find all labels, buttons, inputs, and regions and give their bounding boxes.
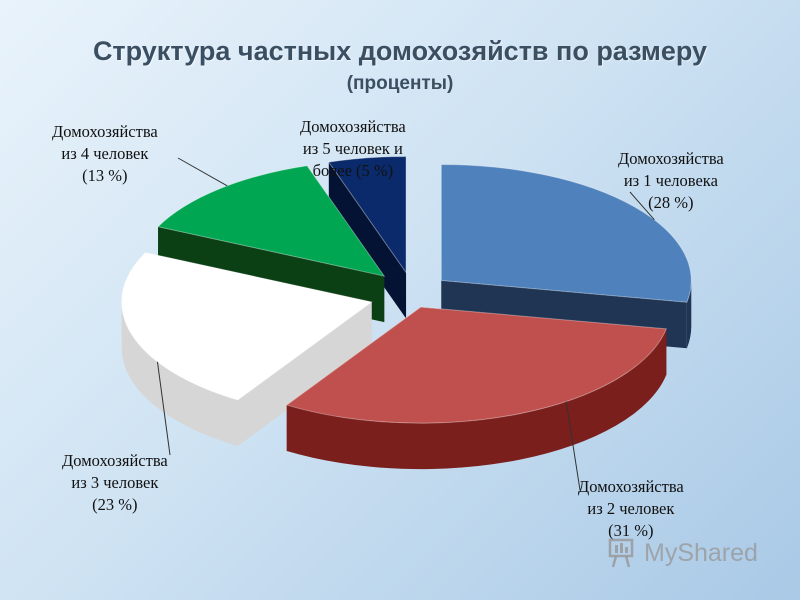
slice-wall-5-plus-persons-0 xyxy=(328,162,407,319)
pie-slice-5-plus-persons xyxy=(327,155,407,319)
slice-face-5-plus-persons xyxy=(327,155,407,275)
slice-rim-3-persons-0 xyxy=(121,302,238,446)
slice-face-1-person xyxy=(440,163,692,303)
slice-face-3-persons xyxy=(121,252,373,401)
pie-slice-3-persons xyxy=(121,252,373,446)
slice-label-5-plus-persons: Домохозяйства из 5 человек и более (5 %) xyxy=(300,117,406,180)
slice-label-1-person: Домохозяйства из 1 человека (28 %) xyxy=(618,149,724,212)
leader-line-1-person xyxy=(629,191,655,221)
slice-label-4-persons: Домохозяйства из 4 человек (13 %) xyxy=(52,122,158,185)
leader-line-2-persons xyxy=(565,401,581,491)
leader-line-3-persons xyxy=(156,361,171,456)
watermark-text: MyShared xyxy=(644,538,758,567)
slice-label-3-persons: Домохозяйства из 3 человек (23 %) xyxy=(62,451,168,514)
chart-subtitle: (проценты) xyxy=(346,73,454,94)
slice-face-4-persons xyxy=(157,165,386,277)
slice-label-2-persons: Домохозяйства из 2 человек (31 %) xyxy=(578,477,684,540)
slice-rim-1-person-0 xyxy=(686,280,692,349)
slice-face-2-persons xyxy=(285,306,668,424)
watermark: MyShared xyxy=(606,536,758,570)
leader-line-4-persons xyxy=(177,157,228,187)
chart-title: Структура частных домохозяйств по размер… xyxy=(92,36,708,66)
presentation-board-icon xyxy=(608,538,634,568)
